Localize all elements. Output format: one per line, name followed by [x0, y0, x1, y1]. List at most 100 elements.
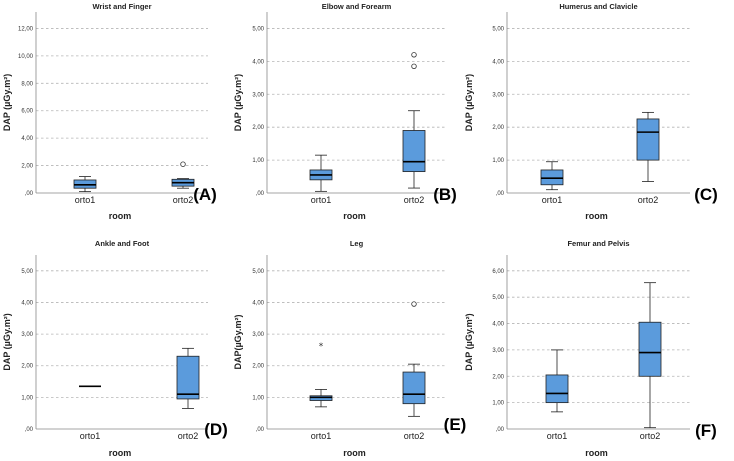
x-axis-label: room — [343, 211, 366, 221]
y-tick-label: 2,00 — [492, 125, 504, 131]
outlier-point — [411, 63, 417, 69]
panel-label: (F) — [695, 421, 717, 440]
chart-panel-6: Femur and Pelvis ,00 1,00 2,00 3,00 4,00 5,00 6… — [464, 239, 717, 458]
box-orto1: * — [309, 342, 333, 408]
y-tick-label: 1,00 — [252, 158, 264, 164]
y-tick-label: ,00 — [25, 427, 34, 433]
x-tick-label: orto2 — [640, 431, 661, 441]
y-tick-label: 3,00 — [21, 332, 33, 338]
x-tick-label: orto1 — [311, 431, 332, 441]
y-tick-label: 2,00 — [492, 374, 504, 380]
extreme-point: * — [319, 342, 324, 352]
y-tick-label: 12,00 — [18, 26, 34, 32]
y-tick-label: 2,00 — [21, 364, 33, 370]
y-tick-label: 6,00 — [492, 269, 504, 275]
x-axis-label: room — [585, 211, 608, 221]
x-tick-label: orto2 — [638, 195, 659, 205]
y-tick-label: 3,00 — [492, 348, 504, 354]
y-tick-label: 1,00 — [252, 395, 264, 401]
y-tick-label: 6,00 — [21, 109, 33, 115]
y-tick-label: 4,00 — [492, 59, 504, 65]
chart-panel-2: Elbow and Forearm ,00 1,00 2,00 3,00 4,00 5,00… — [233, 2, 457, 221]
box-orto2 — [171, 161, 195, 189]
y-tick-label: 4,00 — [252, 59, 264, 65]
x-tick-label: orto1 — [311, 195, 332, 205]
y-axis-label: DAP (µGy.m²) — [233, 74, 243, 131]
y-tick-label: 1,00 — [492, 158, 504, 164]
y-tick-label: 4,00 — [252, 300, 264, 306]
chart-panel-4: Ankle and Foot ,00 1,00 2,00 3,00 4,00 5,00 DAP… — [2, 239, 228, 458]
x-tick-label: orto1 — [547, 431, 568, 441]
box-orto2 — [176, 347, 200, 409]
panel-label: (D) — [204, 420, 228, 439]
y-tick-label: ,00 — [25, 191, 34, 197]
y-tick-label: 3,00 — [492, 92, 504, 98]
y-axis-label: DAP (µGy.m²) — [464, 74, 474, 131]
y-tick-label: 3,00 — [252, 332, 264, 338]
iqr-box — [402, 130, 426, 173]
y-tick-label: 2,00 — [252, 125, 264, 131]
y-tick-label: 5,00 — [492, 26, 504, 32]
box-orto1 — [540, 161, 564, 191]
y-tick-label: 4,00 — [21, 300, 33, 306]
x-tick-label: orto2 — [404, 431, 425, 441]
box-orto1 — [73, 176, 97, 193]
panel-label: (B) — [433, 185, 457, 204]
y-tick-label: ,00 — [496, 427, 505, 433]
y-tick-label: 2,00 — [252, 364, 264, 370]
chart-title: Femur and Pelvis — [567, 239, 629, 248]
box-orto2 — [402, 52, 426, 189]
x-tick-label: orto2 — [404, 195, 425, 205]
x-axis-label: room — [343, 448, 366, 458]
iqr-box — [540, 169, 564, 186]
y-tick-label: 5,00 — [21, 269, 33, 275]
x-axis-label: room — [109, 448, 132, 458]
x-tick-label: orto1 — [75, 195, 96, 205]
y-axis-label: DAP (µGy.m²) — [2, 313, 12, 370]
outlier-point — [180, 161, 186, 167]
y-axis-label: DAP(µGy.m²) — [233, 314, 243, 369]
y-axis-label: DAP (µGy.m²) — [2, 74, 12, 131]
chart-panel-5: Leg ,00 1,00 2,00 3,00 4,00 5,00 DAP(µGy.m²) ort… — [233, 239, 466, 458]
x-tick-label: orto2 — [178, 431, 199, 441]
chart-panel-3: Humerus and Clavicle ,00 1,00 2,00 3,00 4,00 5… — [464, 2, 718, 221]
y-tick-label: 4,00 — [492, 322, 504, 328]
y-tick-label: 1,00 — [21, 395, 33, 401]
chart-panel-1: Wrist and Finger ,00 2,00 4,00 6,00 8,00 10,00… — [2, 2, 217, 221]
iqr-box — [176, 355, 200, 400]
y-tick-label: ,00 — [256, 427, 265, 433]
x-tick-label: orto1 — [542, 195, 563, 205]
iqr-box — [545, 374, 569, 404]
y-tick-label: 3,00 — [252, 92, 264, 98]
x-tick-label: orto2 — [173, 195, 194, 205]
panel-label: (C) — [694, 185, 718, 204]
chart-title: Humerus and Clavicle — [559, 2, 637, 11]
chart-title: Leg — [350, 239, 364, 248]
chart-title: Wrist and Finger — [92, 2, 151, 11]
outlier-point — [411, 301, 417, 307]
box-orto2 — [636, 111, 660, 182]
x-tick-label: orto1 — [80, 431, 101, 441]
y-tick-label: 4,00 — [21, 136, 33, 142]
y-tick-label: 5,00 — [252, 26, 264, 32]
x-axis-label: room — [109, 211, 132, 221]
outlier-point — [411, 52, 417, 58]
y-tick-label: ,00 — [256, 191, 265, 197]
box-orto1 — [309, 154, 333, 192]
x-axis-label: room — [585, 448, 608, 458]
iqr-box — [638, 321, 662, 377]
y-tick-label: 2,00 — [21, 164, 33, 170]
y-tick-label: 5,00 — [492, 295, 504, 301]
panel-label: (E) — [444, 415, 467, 434]
box-orto1 — [545, 349, 569, 413]
y-tick-label: 8,00 — [21, 81, 33, 87]
iqr-box — [402, 371, 426, 405]
y-axis-label: DAP (µGy.m²) — [464, 313, 474, 370]
chart-title: Elbow and Forearm — [322, 2, 392, 11]
y-tick-label: 10,00 — [18, 54, 34, 60]
box-orto2 — [402, 301, 426, 417]
panel-label: (A) — [193, 185, 217, 204]
y-tick-label: ,00 — [496, 191, 505, 197]
y-tick-label: 5,00 — [252, 269, 264, 275]
